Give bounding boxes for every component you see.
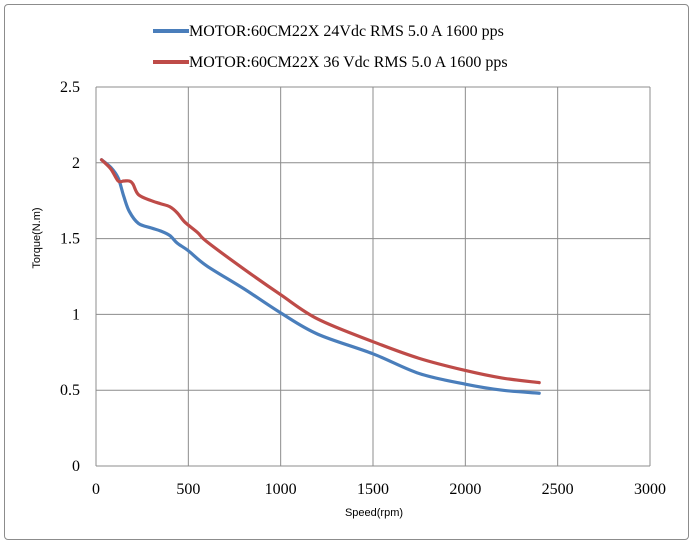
x-tick-label: 500 <box>176 481 200 498</box>
y-axis-title: Torque(N.m) <box>31 207 43 268</box>
legend-label-2: MOTOR:60CM22X 36 Vdc RMS 5.0 A 1600 pps <box>189 54 508 71</box>
series-lines <box>99 158 541 395</box>
y-tick-label: 1 <box>72 306 80 323</box>
x-tick-label: 1500 <box>357 481 389 498</box>
series-line-1 <box>99 158 541 395</box>
y-tick-label: 2.5 <box>60 79 80 96</box>
series-line-2 <box>99 158 541 385</box>
y-tick-label: 0.5 <box>60 382 80 399</box>
grid-lines <box>95 86 651 467</box>
axes: 0 0.5 1 1.5 2 2.5 0 500 1000 1500 2000 2500 3000 <box>60 79 666 498</box>
y-tick-label: 1.5 <box>60 231 80 248</box>
y-tick-label: 0 <box>72 458 80 475</box>
legend: MOTOR:60CM22X 24Vdc RMS 5.0 A 1600 pps MO… <box>153 23 508 71</box>
x-tick-label: 2000 <box>449 481 481 498</box>
x-tick-label: 1000 <box>265 481 297 498</box>
x-tick-label: 0 <box>92 481 100 498</box>
x-tick-label: 2500 <box>542 481 574 498</box>
y-tick-label: 2 <box>72 155 80 172</box>
x-axis-title: Speed(rpm) <box>345 507 403 519</box>
legend-label-1: MOTOR:60CM22X 24Vdc RMS 5.0 A 1600 pps <box>189 23 504 40</box>
chart-frame <box>4 4 689 540</box>
x-tick-label: 3000 <box>634 481 666 498</box>
